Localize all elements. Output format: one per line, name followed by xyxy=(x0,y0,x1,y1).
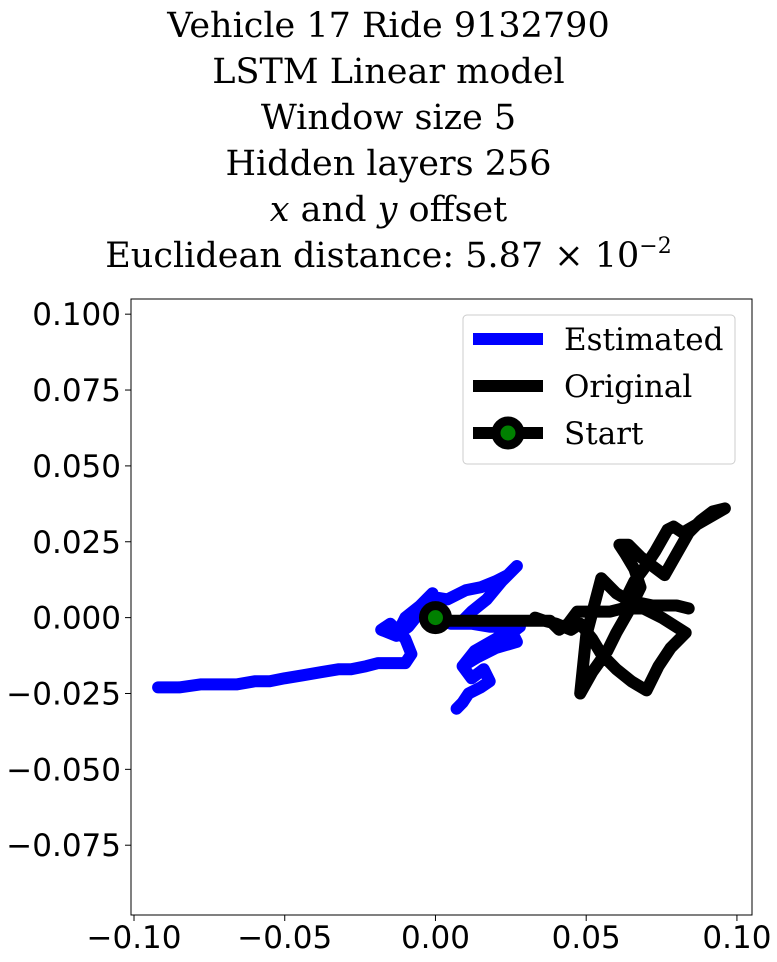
title-distance-mantissa: 5.87 × 10 xyxy=(465,236,640,276)
legend-label-estimated: Estimated xyxy=(564,322,723,358)
chart-title: Vehicle 17 Ride 9132790 LSTM Linear mode… xyxy=(0,0,777,279)
x-tick-label: 0.00 xyxy=(401,920,470,956)
title-and: and xyxy=(289,190,378,230)
title-y-symbol: y xyxy=(377,190,398,230)
x-tick-label: −0.10 xyxy=(87,920,182,956)
y-tick-label: 0.000 xyxy=(32,601,121,637)
y-tick-label: 0.025 xyxy=(32,525,121,561)
series-layer xyxy=(152,502,731,715)
title-distance-prefix: Euclidean distance: xyxy=(105,236,466,276)
title-line-3: Window size 5 xyxy=(260,98,517,138)
title-offset: offset xyxy=(397,190,508,230)
y-tick-label: 0.100 xyxy=(32,297,121,333)
plot-frame xyxy=(130,298,753,916)
x-tick-label: 0.05 xyxy=(552,920,621,956)
axes-layer: −0.10 −0.05 0.00 0.05 0.10 0.100 0.075 0.050 0.0… xyxy=(6,297,771,956)
title-line-5: x and y offset xyxy=(0,187,777,233)
legend-marker-start xyxy=(491,416,525,450)
legend-label-start: Start xyxy=(564,416,644,452)
title-line-1: Vehicle 17 Ride 9132790 xyxy=(167,6,610,46)
series-line-estimated xyxy=(152,560,526,715)
title-line-2: LSTM Linear model xyxy=(212,52,565,92)
title-distance-exponent: −2 xyxy=(639,234,672,259)
title-line-6: Euclidean distance: 5.87 × 10−2 xyxy=(0,233,777,279)
title-line-4: Hidden layers 256 xyxy=(225,144,552,184)
y-tick-label: −0.050 xyxy=(6,752,121,788)
y-tick-label: −0.075 xyxy=(6,828,121,864)
legend-label-original: Original xyxy=(564,369,692,405)
title-x-symbol: x xyxy=(269,190,290,230)
y-tick-label: 0.050 xyxy=(32,449,121,485)
legend: Estimated Original Start xyxy=(462,314,736,465)
start-marker xyxy=(418,601,452,635)
y-tick-label: 0.075 xyxy=(32,373,121,409)
legend-box xyxy=(462,314,736,465)
x-tick-label: −0.05 xyxy=(237,920,332,956)
x-tick-label: 0.10 xyxy=(702,920,771,956)
series-line-original xyxy=(429,502,731,700)
y-tick-label: −0.025 xyxy=(6,676,121,712)
